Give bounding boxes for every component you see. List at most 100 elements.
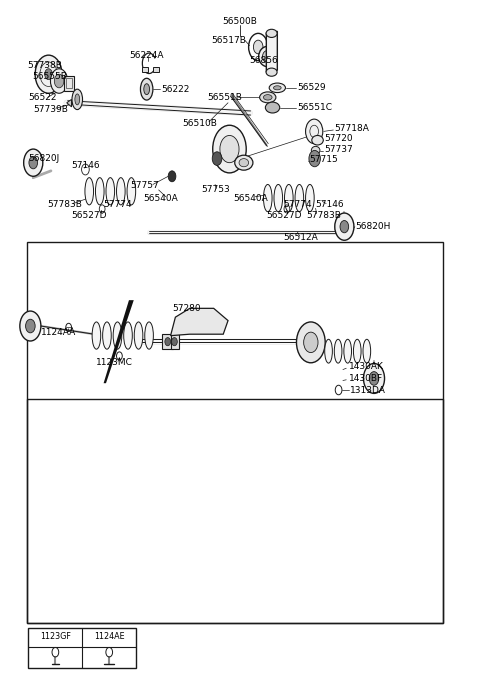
Polygon shape xyxy=(266,31,277,72)
Circle shape xyxy=(306,119,323,144)
Circle shape xyxy=(297,322,325,363)
Ellipse shape xyxy=(312,147,320,155)
Text: 56529: 56529 xyxy=(298,83,326,92)
Bar xyxy=(64,76,74,91)
Ellipse shape xyxy=(266,29,277,38)
Ellipse shape xyxy=(274,184,283,211)
Text: 57757: 57757 xyxy=(130,181,159,190)
Ellipse shape xyxy=(117,177,125,205)
Bar xyxy=(28,628,136,668)
Circle shape xyxy=(253,40,263,54)
Ellipse shape xyxy=(312,136,323,145)
Text: 57146: 57146 xyxy=(72,161,100,170)
Text: 57737: 57737 xyxy=(324,145,353,154)
Ellipse shape xyxy=(363,340,371,363)
Circle shape xyxy=(369,372,379,385)
Ellipse shape xyxy=(124,322,132,349)
Ellipse shape xyxy=(134,322,143,349)
Circle shape xyxy=(24,149,43,176)
Circle shape xyxy=(25,319,35,333)
Ellipse shape xyxy=(269,83,286,93)
Text: 56527D: 56527D xyxy=(72,211,107,220)
Text: 1313DA: 1313DA xyxy=(350,385,386,394)
Circle shape xyxy=(35,55,62,93)
Circle shape xyxy=(220,136,239,163)
Text: 1124AA: 1124AA xyxy=(41,328,77,338)
Text: 56540A: 56540A xyxy=(144,194,178,203)
Text: 57739B: 57739B xyxy=(33,105,68,114)
Ellipse shape xyxy=(263,50,273,63)
Ellipse shape xyxy=(141,78,153,100)
Ellipse shape xyxy=(295,184,304,211)
Circle shape xyxy=(363,364,384,394)
Circle shape xyxy=(213,125,246,173)
Ellipse shape xyxy=(145,322,154,349)
Ellipse shape xyxy=(103,322,111,349)
Text: 56527D: 56527D xyxy=(266,211,302,220)
Text: 56512A: 56512A xyxy=(283,233,318,242)
Circle shape xyxy=(335,213,354,240)
Ellipse shape xyxy=(106,177,115,205)
Ellipse shape xyxy=(235,155,253,170)
Ellipse shape xyxy=(239,159,249,167)
Ellipse shape xyxy=(264,184,272,211)
Text: 56856: 56856 xyxy=(250,56,278,65)
Text: 56555B: 56555B xyxy=(32,72,67,81)
Ellipse shape xyxy=(324,340,332,363)
Text: 1430BF: 1430BF xyxy=(349,374,383,383)
Text: 56522: 56522 xyxy=(28,93,57,102)
Ellipse shape xyxy=(85,177,94,205)
Text: 56551B: 56551B xyxy=(207,93,242,102)
Circle shape xyxy=(29,157,37,169)
Polygon shape xyxy=(67,100,72,107)
Text: 57146: 57146 xyxy=(316,201,344,209)
Text: 57280: 57280 xyxy=(172,303,201,313)
Text: 57774: 57774 xyxy=(283,201,312,209)
Text: 56540A: 56540A xyxy=(233,194,267,203)
Text: 57718A: 57718A xyxy=(335,124,370,133)
Text: 56222: 56222 xyxy=(161,85,190,93)
Text: 1124AE: 1124AE xyxy=(94,632,124,640)
Circle shape xyxy=(304,332,318,353)
Ellipse shape xyxy=(127,177,136,205)
Text: 1123MC: 1123MC xyxy=(96,358,132,368)
Circle shape xyxy=(50,69,68,93)
Text: 57715: 57715 xyxy=(310,155,338,164)
Text: 57720: 57720 xyxy=(324,134,353,143)
Circle shape xyxy=(340,220,348,233)
Circle shape xyxy=(45,69,52,80)
Text: 56517B: 56517B xyxy=(211,35,246,44)
Circle shape xyxy=(212,152,222,166)
Circle shape xyxy=(54,74,64,88)
Ellipse shape xyxy=(260,92,276,103)
Bar xyxy=(143,67,148,72)
Text: 57783B: 57783B xyxy=(306,211,341,220)
Ellipse shape xyxy=(72,89,83,110)
Text: 1430AK: 1430AK xyxy=(349,362,384,372)
Ellipse shape xyxy=(266,68,277,76)
Ellipse shape xyxy=(274,86,281,90)
Text: 1123GF: 1123GF xyxy=(40,632,71,640)
Polygon shape xyxy=(104,300,134,383)
Circle shape xyxy=(168,171,176,181)
Bar xyxy=(153,67,158,72)
Bar xyxy=(27,399,444,623)
Ellipse shape xyxy=(265,102,280,113)
Ellipse shape xyxy=(344,340,351,363)
Bar xyxy=(66,78,72,89)
Text: 56820J: 56820J xyxy=(28,154,60,163)
Text: 56510B: 56510B xyxy=(182,119,217,128)
Ellipse shape xyxy=(113,322,122,349)
Text: 57753: 57753 xyxy=(202,186,230,194)
Circle shape xyxy=(309,151,321,167)
Bar xyxy=(27,242,444,623)
Ellipse shape xyxy=(264,95,272,100)
Text: 57783B: 57783B xyxy=(48,201,83,209)
Ellipse shape xyxy=(92,322,101,349)
Ellipse shape xyxy=(353,340,361,363)
Ellipse shape xyxy=(144,84,150,95)
Text: 57774: 57774 xyxy=(104,201,132,209)
Text: 56551C: 56551C xyxy=(298,103,333,112)
Ellipse shape xyxy=(306,184,314,211)
Ellipse shape xyxy=(96,177,104,205)
